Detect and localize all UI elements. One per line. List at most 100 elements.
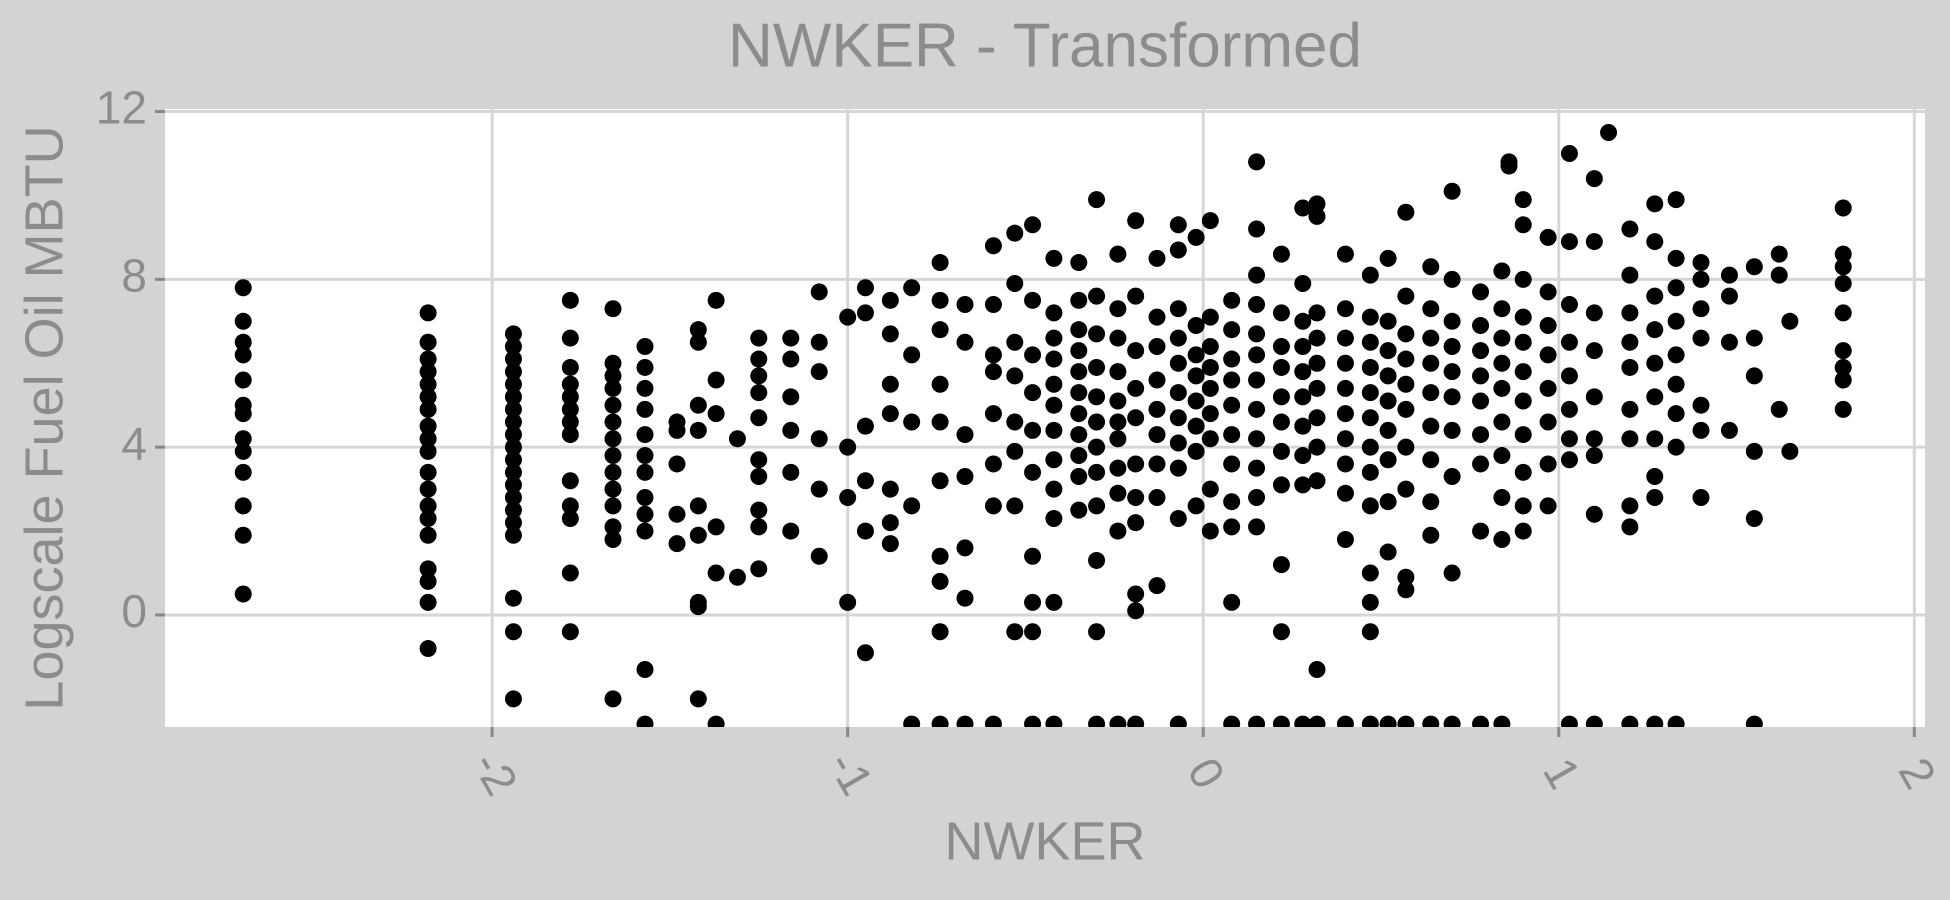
point [1621,430,1639,448]
point [1472,522,1490,540]
point [1472,392,1490,410]
point [1539,497,1557,515]
point [1472,342,1490,360]
point [504,325,522,343]
point [856,304,874,322]
point [1109,363,1127,381]
point [1127,602,1145,620]
point [1745,715,1763,727]
point [881,291,899,309]
point [636,426,654,444]
point [1024,346,1042,364]
point [636,522,654,540]
point [604,430,622,448]
point [1834,400,1852,418]
point [1379,715,1397,727]
point [931,321,949,339]
point [1422,329,1440,347]
point [1045,304,1063,322]
point [1585,430,1603,448]
point [1336,715,1354,727]
point [750,518,768,536]
point [1514,191,1532,209]
point [1088,413,1106,431]
point [561,623,579,641]
point [1560,144,1578,162]
point [839,438,857,456]
point [1294,447,1312,465]
point [1024,216,1042,234]
point [1248,459,1266,477]
point [1397,568,1415,586]
point [419,400,437,418]
point [1187,392,1205,410]
point [903,497,921,515]
point [782,522,800,540]
point [782,421,800,439]
point [234,405,252,423]
point [1045,421,1063,439]
point [956,468,974,486]
point [1514,333,1532,351]
point [1621,400,1639,418]
point [881,405,899,423]
point [1667,375,1685,393]
point [1834,258,1852,276]
point [1422,384,1440,402]
point [1336,379,1354,397]
point [1539,228,1557,246]
point [1088,497,1106,515]
point [1272,388,1290,406]
point [931,375,949,393]
point [1088,715,1106,727]
point [1088,358,1106,376]
point [903,413,921,431]
point [1585,342,1603,360]
point [604,367,622,385]
point [636,337,654,355]
point [1308,661,1326,679]
point [1169,459,1187,477]
point [1088,388,1106,406]
point [1621,333,1639,351]
point [1834,342,1852,360]
point [504,589,522,607]
point [561,509,579,527]
point [1169,434,1187,452]
point [1308,438,1326,456]
point [561,497,579,515]
point [636,358,654,376]
point [1187,346,1205,364]
point [750,367,768,385]
point [1070,321,1088,339]
point [1397,581,1415,599]
point [903,346,921,364]
point [750,468,768,486]
point [1379,249,1397,267]
point [1169,715,1187,727]
point [1223,455,1241,473]
point [810,333,828,351]
point [1294,417,1312,435]
point [707,405,725,423]
point [1109,413,1127,431]
point [1024,463,1042,481]
point [1720,266,1738,284]
point [1472,455,1490,473]
point [1109,715,1127,727]
point [1646,430,1664,448]
point [1088,463,1106,481]
point [1397,375,1415,393]
point [419,593,437,611]
point [1834,358,1852,376]
point [689,396,707,414]
point [881,325,899,343]
point [1187,367,1205,385]
point [234,312,252,330]
point [1472,316,1490,334]
point [1272,304,1290,322]
point [839,308,857,326]
point [1646,354,1664,372]
point [1223,426,1241,444]
